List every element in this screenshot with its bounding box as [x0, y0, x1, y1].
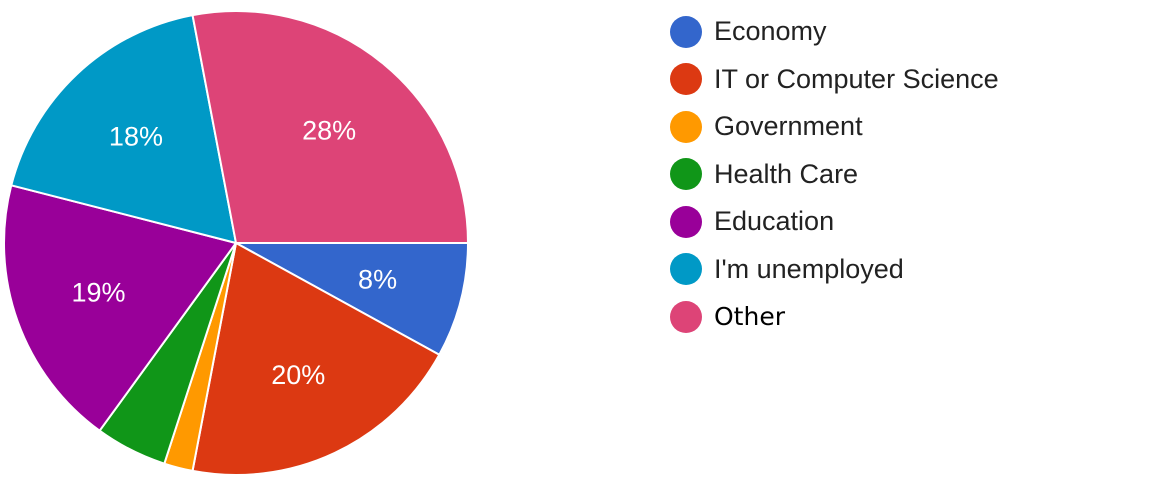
pie-slice-economy — [235, 242, 469, 356]
legend-swatch — [670, 15, 702, 48]
pie-slice-label-economy: 8% — [358, 264, 397, 294]
legend-swatch — [670, 63, 702, 96]
legend-label: Other — [714, 302, 785, 332]
legend-item-other: Other — [670, 293, 999, 341]
legend-label: IT or Computer Science — [714, 63, 999, 94]
chart-legend: Economy IT or Computer Science Government H… — [670, 8, 999, 341]
legend-swatch — [670, 158, 702, 191]
pie-slice-label-other: 28% — [302, 115, 356, 145]
legend-label: Education — [714, 206, 835, 237]
pie-slice-other — [191, 10, 469, 244]
legend-item-it-or-computer-science: IT or Computer Science — [670, 56, 999, 104]
pie-slice-label-education: 19% — [71, 278, 125, 308]
pie-slice-it-or-computer-science — [191, 242, 441, 476]
legend-swatch — [670, 205, 702, 238]
legend-label: Health Care — [714, 158, 859, 189]
legend-swatch — [670, 110, 702, 143]
legend-label: I'm unemployed — [714, 253, 904, 284]
pie-slice-i-m-unemployed — [10, 14, 237, 244]
legend-item-government: Government — [670, 103, 999, 151]
legend-swatch — [670, 253, 702, 286]
pie-chart: 8% 20% 19% 18% 28% — [3, 10, 469, 476]
legend-label: Government — [714, 111, 863, 142]
legend-item-i-m-unemployed: I'm unemployed — [670, 246, 999, 294]
pie-slice-education — [3, 184, 237, 432]
legend-item-health-care: Health Care — [670, 151, 999, 199]
legend-item-economy: Economy — [670, 8, 999, 56]
pie-slice-label-i-m-unemployed: 18% — [109, 121, 163, 151]
legend-label: Economy — [714, 16, 827, 47]
legend-item-education: Education — [670, 198, 999, 246]
pie-slice-label-it-or-computer-science: 20% — [271, 360, 325, 390]
legend-swatch — [670, 300, 702, 333]
